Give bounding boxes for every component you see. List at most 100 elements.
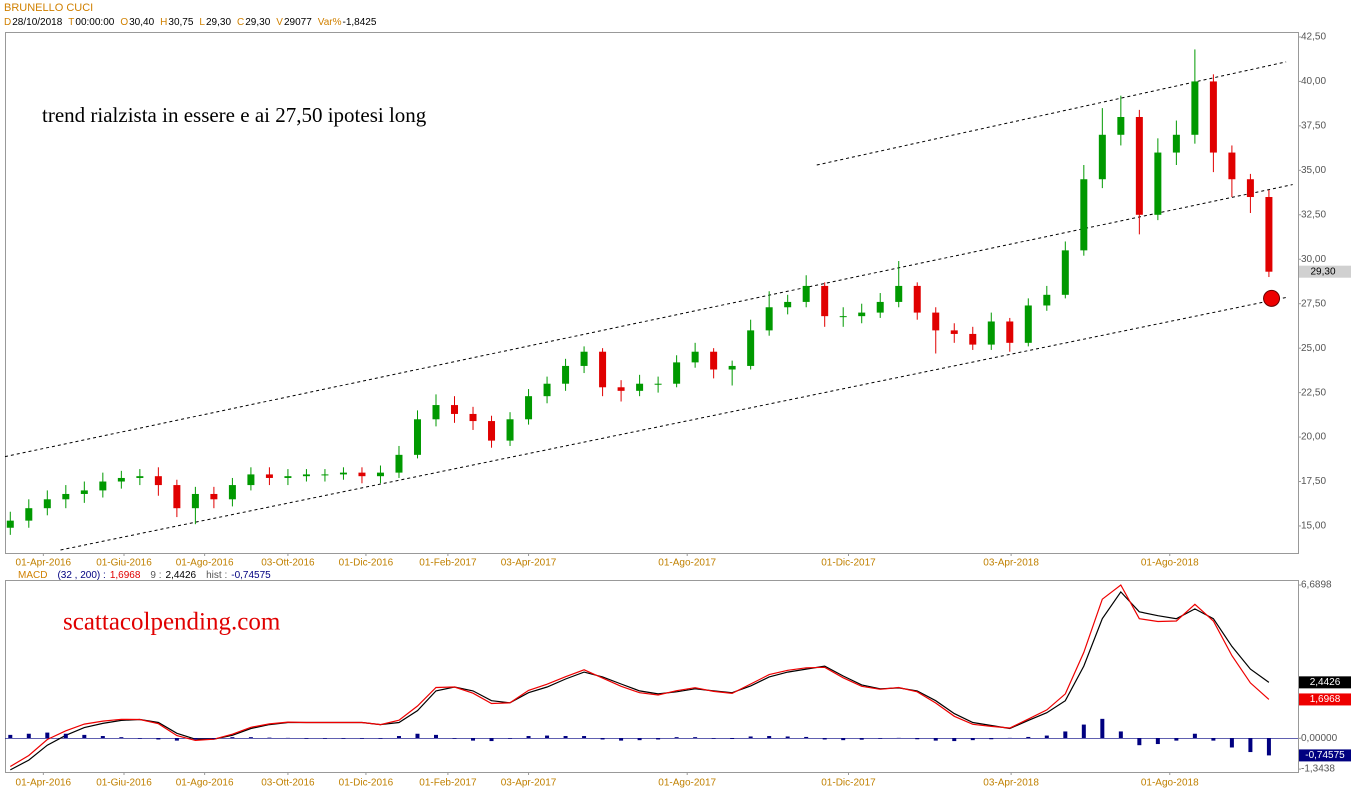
candle-body	[451, 405, 459, 414]
readout-key: L	[199, 17, 205, 28]
macd-panel	[5, 580, 1299, 773]
readout-value: 30,75	[168, 17, 193, 28]
readout-value: 1,6968	[110, 570, 141, 581]
hist-bar	[804, 736, 809, 739]
hist-bar	[174, 738, 179, 741]
candle-body	[265, 474, 273, 478]
readout-value: 28/10/2018	[12, 17, 62, 28]
hist-bar	[322, 738, 327, 739]
candle-body	[1135, 116, 1143, 215]
candle-body	[1154, 152, 1162, 215]
hist-bar	[711, 738, 716, 739]
candle-body	[1117, 116, 1125, 135]
hist-bar	[267, 737, 272, 739]
readout-value: 29077	[284, 17, 312, 28]
x-tick-label: 01-Ago-2017	[658, 558, 716, 569]
x-tick-label: 03-Apr-2018	[983, 558, 1039, 569]
x-tick-label: 01-Dic-2016	[339, 558, 394, 569]
y-tick-label: 40,00	[1301, 76, 1326, 87]
hist-bar	[730, 738, 735, 740]
candle-body	[413, 419, 421, 455]
candle-body	[376, 472, 384, 477]
hist-bar	[767, 736, 772, 739]
candle-body	[913, 285, 921, 313]
hist-bar	[970, 738, 975, 741]
readout-value: 29,30	[245, 17, 270, 28]
candle-body	[506, 419, 514, 441]
candle-body	[543, 383, 551, 397]
x-tick-label: 01-Feb-2017	[419, 778, 477, 789]
readout-key: (32 , 200) :	[57, 570, 105, 581]
trendline	[60, 296, 1289, 551]
candle-body	[1024, 305, 1032, 343]
x-tick-label: 01-Feb-2017	[419, 558, 477, 569]
hist-bar	[471, 738, 476, 741]
x-tick-label: 01-Giu-2016	[96, 778, 152, 789]
candle-body	[284, 476, 292, 478]
hist-bar	[952, 738, 957, 742]
candle-body	[1228, 152, 1236, 180]
hist-bar	[137, 738, 142, 739]
candle-body	[525, 396, 533, 420]
candle-body	[580, 351, 588, 366]
hist-bar	[878, 738, 883, 739]
readout-value: 00:00:00	[75, 17, 114, 28]
candle-body	[802, 285, 810, 302]
candle-body	[1172, 134, 1180, 153]
hist-bar	[933, 738, 938, 741]
hist-bar	[359, 738, 364, 739]
candle-body	[858, 312, 866, 317]
readout-key: Var%	[318, 17, 342, 28]
hist-bar	[285, 737, 290, 739]
trendline	[816, 61, 1287, 166]
x-tick-label: 01-Dic-2017	[821, 558, 876, 569]
x-tick-label: 03-Apr-2017	[501, 558, 557, 569]
y-tick-label: 27,50	[1301, 298, 1326, 309]
readout-key: C	[237, 17, 244, 28]
hist-bar	[63, 733, 68, 739]
readout-value: -0,74575	[231, 570, 271, 581]
candle-body	[895, 285, 903, 302]
candle-body	[395, 454, 403, 473]
candle-body	[654, 383, 662, 385]
hist-bar	[989, 738, 994, 740]
candle-body	[765, 307, 773, 331]
hist-bar	[248, 737, 253, 739]
readout-key: O	[120, 17, 128, 28]
hist-bar	[434, 734, 438, 739]
readout-value: 29,30	[206, 17, 231, 28]
y-tick-label: 22,50	[1301, 387, 1326, 398]
candle-body	[1265, 197, 1273, 272]
readout-value: 30,40	[129, 17, 154, 28]
hist-bar	[637, 738, 642, 741]
x-tick-label: 01-Giu-2016	[96, 558, 152, 569]
hist-bar	[582, 736, 587, 739]
x-tick-label: 01-Ago-2016	[176, 558, 234, 569]
hist-bar	[508, 738, 513, 739]
value-box	[1299, 749, 1351, 762]
hist-bar	[1118, 731, 1123, 739]
candle-body	[710, 351, 718, 370]
candle-body	[636, 383, 644, 391]
hist-bar	[378, 738, 383, 739]
candle-body	[191, 493, 199, 509]
candle-body	[6, 520, 14, 528]
hist-bar	[1155, 738, 1160, 745]
hist-bar	[230, 737, 235, 739]
readout-key: T	[68, 17, 74, 28]
candle-body	[1191, 81, 1199, 135]
macd-readout: MACD (32 , 200) : 1,6968 9 : 2,4426 hist : -0,…	[18, 570, 271, 581]
annotation: trend rialzista in essere e ai 27,50 ipo…	[42, 103, 427, 127]
y-tick-label: 37,50	[1301, 121, 1326, 132]
hist-bar	[693, 737, 698, 739]
candle-body	[747, 330, 755, 366]
readout-key: 9 :	[150, 570, 161, 581]
y-tick-label: 15,00	[1301, 521, 1326, 532]
hist-bar	[415, 733, 420, 739]
hist-bar	[1063, 731, 1068, 739]
readout-key: hist :	[206, 570, 227, 581]
hist-bar	[1044, 735, 1049, 739]
hist-bar	[1026, 736, 1031, 739]
